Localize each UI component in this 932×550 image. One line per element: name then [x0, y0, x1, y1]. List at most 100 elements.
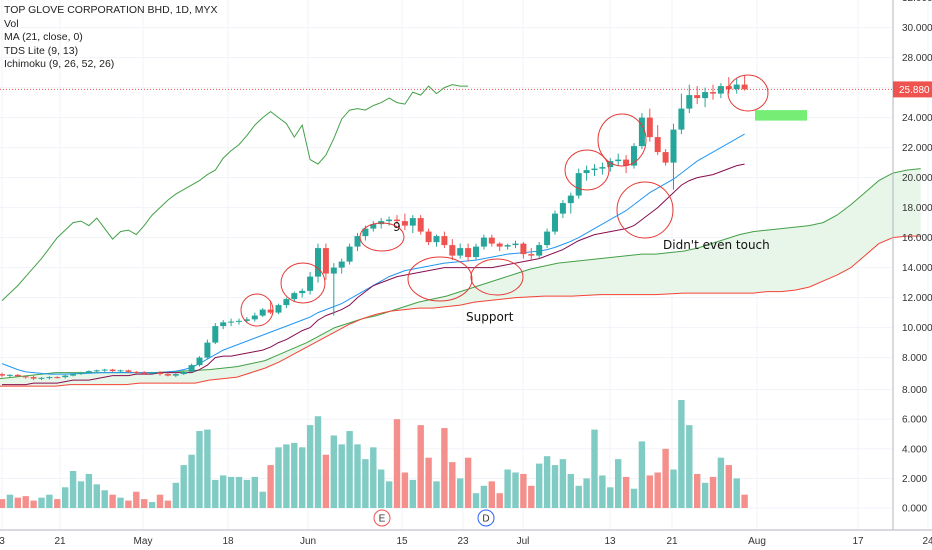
volume-bar	[69, 471, 77, 508]
volume-bar	[433, 481, 440, 508]
candle-body	[307, 276, 314, 291]
candle-body	[54, 377, 61, 379]
candle-body	[631, 146, 637, 166]
earnings-label: E	[379, 514, 386, 525]
y-tick-label: 20.000	[902, 173, 932, 184]
x-tick-label: Aug	[748, 536, 766, 547]
volume-bar	[457, 478, 464, 508]
volume-bar	[393, 419, 401, 508]
x-tick-label: Jun	[300, 536, 316, 547]
candle-body	[401, 221, 408, 226]
candle-body	[488, 237, 495, 244]
candle-body	[101, 369, 108, 371]
volume-bar	[686, 425, 693, 508]
volume-bar	[196, 431, 203, 508]
volume-bar	[409, 479, 416, 508]
cloud-fill	[0, 168, 921, 387]
candle-body	[623, 159, 630, 166]
legend-ma: MA (21, close, 0)	[4, 31, 83, 43]
annotation-circle	[616, 181, 674, 239]
candle-body	[607, 161, 614, 168]
dividend-marker	[477, 509, 495, 527]
didnt-touch-label: Didn't even touch	[663, 238, 770, 252]
annotation-circle	[280, 262, 326, 304]
candle-body	[615, 159, 622, 162]
x-tick-label: May	[134, 536, 153, 547]
candle-body	[315, 248, 321, 277]
candle-body	[62, 375, 69, 378]
volume-bar	[662, 448, 669, 508]
y-tick-label: 8.000	[902, 385, 927, 396]
candle-body	[299, 290, 306, 294]
candle-body	[291, 293, 298, 300]
volume-bar	[559, 459, 567, 508]
volume-bar	[717, 457, 725, 508]
volume-bar	[638, 441, 646, 508]
candle-body	[30, 377, 37, 379]
candle-body	[678, 108, 685, 130]
candle-body	[520, 243, 527, 255]
volume-bar	[322, 454, 330, 508]
volume-bar	[46, 494, 53, 508]
candle-body	[243, 319, 250, 321]
candle-body	[204, 342, 211, 358]
candle-body	[741, 84, 748, 90]
candle-body	[575, 173, 582, 196]
candle-body	[362, 228, 369, 237]
volume-bar	[536, 463, 543, 508]
volume-bar	[622, 476, 630, 508]
candle-body	[330, 267, 337, 274]
candle-body	[22, 376, 29, 378]
legend-ichimoku: Ichimoku (9, 26, 52, 26)	[4, 58, 115, 70]
volume-bar	[646, 475, 653, 508]
volume-bar	[14, 497, 21, 508]
volume-bar	[164, 500, 172, 508]
volume-bar	[354, 444, 361, 508]
candle-body	[220, 322, 227, 327]
candle-body	[188, 365, 195, 372]
candle-body	[599, 167, 606, 169]
candle-body	[212, 326, 219, 343]
volume-bar	[543, 456, 551, 508]
candle-body	[14, 374, 21, 377]
volume-bar	[362, 459, 369, 508]
volume-bar	[654, 472, 661, 508]
volume-bar	[591, 429, 598, 508]
candle-body	[228, 321, 235, 323]
volume-bar	[133, 491, 140, 508]
volume-bar	[188, 454, 195, 508]
candle-body	[638, 117, 645, 147]
y-tick-label: 0.000	[902, 504, 927, 515]
volume-bar	[575, 485, 582, 508]
candle-body	[480, 237, 487, 247]
legend-tds: TDS Lite (9, 13)	[4, 44, 79, 57]
volume-bar	[678, 399, 685, 508]
y-tick-label: 16.000	[902, 233, 932, 244]
x-tick-label: 13	[604, 536, 616, 547]
candle-body	[85, 371, 92, 373]
volume-bar	[109, 494, 116, 508]
x-tick-label: 3	[0, 536, 5, 547]
volume-bar	[6, 494, 14, 508]
legend-title: TOP GLOVE CORPORATION BHD, 1D, MYX	[4, 4, 218, 16]
candle-body	[149, 372, 156, 374]
volume-bar	[220, 475, 227, 508]
volume-bar	[275, 447, 282, 508]
legend-vol: Vol	[4, 17, 19, 30]
indicator-lines	[1, 84, 745, 386]
candle-body	[0, 374, 5, 376]
volume-bar	[630, 488, 638, 508]
candle-body	[109, 369, 116, 372]
earnings-marker	[373, 509, 391, 527]
volume-bar	[235, 476, 243, 508]
candle-body	[394, 219, 400, 222]
grid	[0, 0, 929, 530]
volume-bar	[38, 497, 45, 508]
candle-body	[93, 370, 100, 372]
volume-bar	[0, 499, 6, 508]
candle-body	[686, 95, 693, 109]
volume-bar	[670, 469, 677, 508]
candle-body	[694, 95, 701, 99]
